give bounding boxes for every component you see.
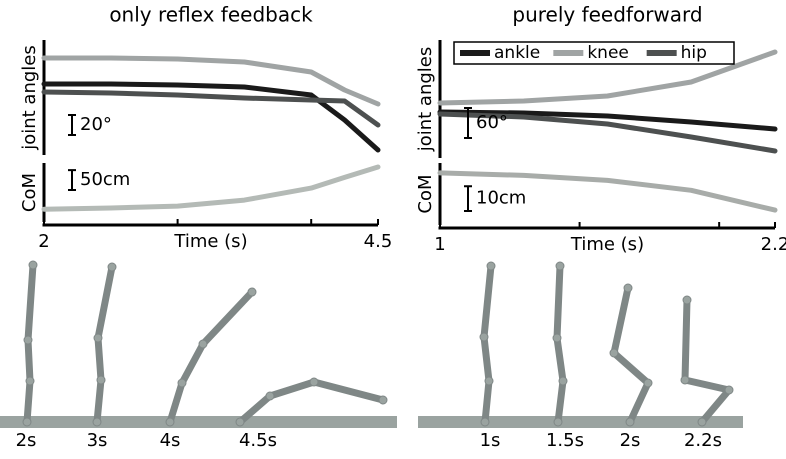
joint	[23, 335, 33, 345]
joint	[25, 376, 35, 386]
snapshot-label: 1s	[480, 430, 501, 451]
joint	[92, 417, 102, 427]
y-axis-label: CoM	[19, 173, 40, 212]
series-line	[41, 89, 381, 128]
joint	[177, 378, 187, 388]
series-line	[41, 55, 381, 107]
chart-title: purely feedforward	[512, 3, 702, 27]
joint	[643, 378, 653, 388]
series-line	[437, 109, 778, 132]
joint	[558, 376, 568, 386]
x-axis-label: Time (s)	[570, 234, 644, 255]
stick-figure	[166, 289, 255, 424]
joint	[480, 417, 490, 427]
joint	[552, 333, 562, 343]
joint	[309, 377, 319, 387]
stick-figure	[480, 265, 495, 423]
scale-bar-label: 50cm	[80, 169, 130, 190]
scale-bar-label: 20°	[80, 114, 112, 135]
series-line	[437, 49, 778, 106]
joint	[553, 417, 563, 427]
scale-bar	[464, 185, 472, 212]
joint	[265, 391, 275, 401]
snapshot-label: 4s	[160, 430, 181, 451]
scale-bar	[68, 114, 76, 136]
legend-label: knee	[587, 43, 629, 63]
joint	[247, 287, 257, 297]
joint	[107, 262, 117, 272]
joint	[609, 348, 619, 358]
x-axis-label: Time (s)	[173, 231, 247, 252]
snapshots-left: 2s 3s 4s 4.5s	[0, 260, 397, 451]
snapshot-label: 2s	[620, 430, 641, 451]
scale-bar	[68, 169, 76, 191]
joint	[198, 339, 208, 349]
stick-figure	[681, 299, 733, 425]
stick-figure	[23, 264, 37, 423]
joint	[555, 261, 565, 271]
joint	[486, 261, 496, 271]
joint	[235, 417, 245, 427]
joint	[724, 385, 734, 395]
ground	[418, 416, 743, 428]
joint	[28, 260, 38, 270]
scale-bar	[464, 107, 472, 139]
joint	[682, 295, 692, 305]
joint	[96, 375, 106, 385]
stick-figure	[93, 266, 116, 423]
stick-figure	[610, 287, 652, 424]
x-tick-label: 2	[38, 231, 49, 252]
y-axis-label: joint angles	[19, 45, 40, 151]
series-line	[437, 111, 778, 154]
joint	[93, 333, 103, 343]
joint	[378, 395, 388, 405]
joint	[165, 417, 175, 427]
x-tick-label: 4.5	[364, 231, 393, 252]
joint	[479, 332, 489, 342]
snapshot-label: 1.5s	[546, 430, 584, 451]
joint	[22, 417, 32, 427]
series-line	[41, 164, 381, 212]
legend-label: ankle	[494, 43, 540, 63]
joint	[680, 375, 690, 385]
series-line	[41, 81, 381, 153]
legend-label: hip	[681, 43, 707, 63]
stick-figure	[237, 378, 384, 425]
scale-bar-label: 10cm	[476, 188, 526, 209]
scale-bar-label: 60°	[476, 112, 508, 133]
x-tick-label: 1	[434, 234, 445, 255]
joint	[625, 417, 635, 427]
y-axis-label: CoM	[415, 174, 436, 213]
joint	[623, 283, 633, 293]
y-axis-label: joint angles	[415, 47, 436, 153]
ground	[0, 416, 397, 428]
stick-figure	[553, 265, 567, 423]
snapshots-right: 1s 1.5s 2s 2.2s	[418, 261, 743, 451]
series-line	[437, 170, 778, 213]
x-tick-label: 2.2	[761, 234, 786, 255]
joint	[484, 376, 494, 386]
chart-title: only reflex feedback	[109, 3, 313, 27]
joint	[697, 417, 707, 427]
snapshot-label: 4.5s	[239, 430, 277, 451]
snapshot-label: 3s	[87, 430, 108, 451]
snapshot-label: 2.2s	[684, 430, 722, 451]
legend-box	[453, 41, 735, 65]
snapshot-label: 2s	[16, 430, 37, 451]
